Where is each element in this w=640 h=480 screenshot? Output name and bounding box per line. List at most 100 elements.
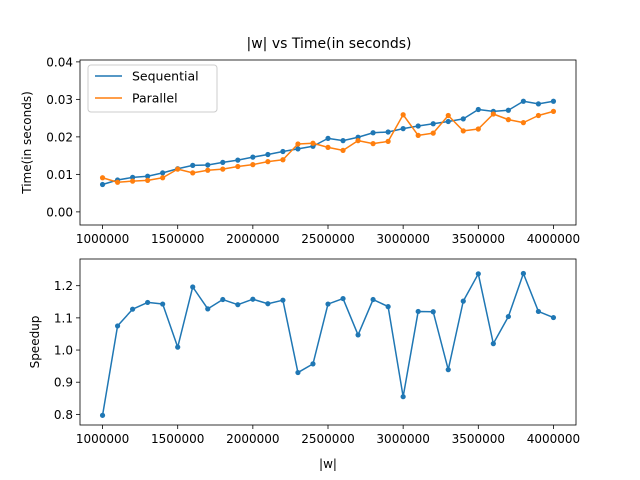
plot-frame	[79, 258, 577, 426]
y-tick-label: 0.9	[54, 376, 73, 390]
data-point	[340, 138, 346, 144]
data-point	[295, 141, 301, 147]
data-point	[370, 141, 376, 147]
data-point	[400, 394, 406, 400]
data-point	[99, 412, 106, 418]
y-tick-label: 0.00	[46, 205, 73, 219]
x-tick-label: 4000000	[527, 232, 580, 246]
y-tick-label: 0.03	[46, 93, 73, 107]
data-point	[415, 132, 421, 138]
y-tick-label: 1.2	[54, 279, 73, 293]
x-axis-label: |w|	[319, 457, 337, 471]
data-point	[535, 112, 542, 119]
data-point	[340, 147, 346, 153]
data-point	[145, 173, 151, 179]
data-point	[490, 341, 496, 347]
data-point	[235, 302, 241, 308]
x-tick-label: 3000000	[376, 232, 429, 246]
data-point	[295, 369, 301, 376]
data-point	[445, 112, 451, 119]
y-tick-label: 0.8	[54, 408, 73, 422]
data-point	[99, 175, 106, 181]
data-point	[325, 301, 331, 307]
y-tick-label: 0.01	[46, 168, 73, 182]
data-point	[535, 308, 542, 315]
x-tick-label: 1500000	[151, 432, 204, 446]
data-point	[250, 162, 256, 168]
legend-label: Parallel	[132, 91, 178, 106]
data-point	[310, 140, 316, 146]
y-axis-label: Time(in seconds)	[20, 91, 34, 195]
data-point	[340, 295, 346, 302]
data-point	[280, 297, 286, 303]
data-point	[205, 162, 211, 168]
data-point	[114, 179, 121, 185]
time-chart: |w| vs Time(in seconds) 1000000 1500000 20…	[20, 36, 580, 246]
data-point	[130, 174, 136, 180]
plot-frame	[79, 59, 577, 226]
data-point	[160, 301, 166, 307]
legend-label: Sequential	[132, 69, 199, 84]
data-point	[145, 299, 151, 306]
y-tick-label: 0.02	[46, 130, 73, 144]
data-point	[475, 126, 481, 132]
x-tick-label: 2000000	[226, 432, 279, 446]
data-point	[370, 296, 376, 303]
data-point	[190, 170, 196, 176]
data-point	[460, 116, 466, 122]
data-point	[265, 301, 271, 307]
series-line-sequential	[102, 100, 554, 186]
data-point	[370, 130, 376, 136]
data-point	[505, 107, 511, 113]
data-point	[385, 129, 391, 135]
data-point	[190, 162, 196, 168]
x-tick-label: 2500000	[301, 432, 354, 446]
data-point	[130, 178, 136, 184]
data-point	[235, 157, 241, 163]
legend: Sequential Parallel	[87, 64, 218, 113]
data-point	[490, 111, 496, 117]
y-axis-label: Speedup	[28, 316, 42, 369]
data-point	[430, 130, 436, 136]
x-tick-label: 3000000	[376, 432, 429, 446]
data-point	[355, 332, 361, 338]
data-point	[400, 126, 406, 132]
data-point	[310, 361, 316, 367]
data-point	[220, 296, 226, 303]
x-tick-label: 1000000	[76, 232, 129, 246]
data-point	[160, 175, 166, 181]
x-tick-label: 2000000	[226, 232, 279, 246]
data-point	[430, 309, 436, 315]
data-point	[415, 308, 421, 315]
chart-title: |w| vs Time(in seconds)	[247, 36, 412, 52]
x-tick-label: 1000000	[76, 432, 129, 446]
data-point	[220, 159, 226, 165]
data-point	[385, 304, 391, 310]
data-point	[475, 271, 481, 277]
data-point	[550, 108, 557, 114]
data-point	[385, 138, 391, 144]
y-tick-label: 0.04	[46, 55, 73, 69]
series-line-speedup	[101, 272, 554, 416]
data-point	[235, 163, 241, 170]
data-point	[520, 98, 526, 104]
x-tick-label: 4000000	[527, 432, 580, 446]
data-point	[460, 298, 466, 304]
data-point	[415, 123, 421, 129]
data-point	[205, 167, 211, 173]
data-point	[145, 177, 151, 183]
data-point	[280, 148, 286, 155]
data-point	[355, 138, 361, 144]
data-point	[295, 146, 301, 152]
data-point	[250, 154, 256, 160]
x-tick-label: 3500000	[452, 232, 505, 246]
data-point	[325, 144, 331, 150]
data-point	[475, 106, 481, 113]
data-point	[130, 306, 136, 312]
data-point	[400, 112, 406, 118]
x-tick-label: 2500000	[301, 232, 354, 246]
y-tick-label: 1.1	[54, 311, 73, 325]
y-tick-label: 1.0	[54, 344, 73, 358]
data-point	[535, 101, 542, 107]
data-point	[505, 313, 511, 320]
